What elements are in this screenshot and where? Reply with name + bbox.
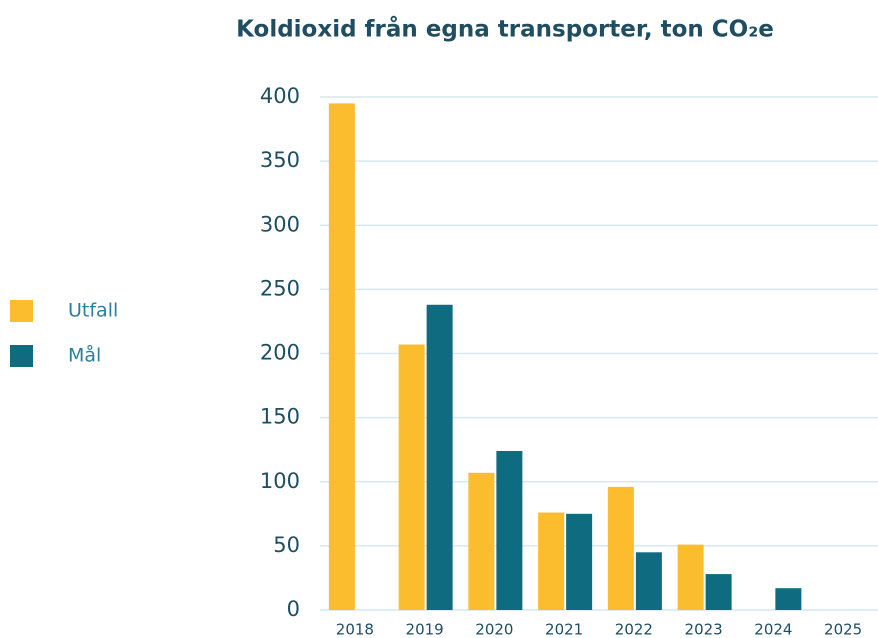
bar <box>468 472 495 610</box>
chart-title: Koldioxid från egna transporter, ton CO₂… <box>236 16 774 43</box>
legend-label: Utfall <box>68 300 118 322</box>
x-tick-label: 2022 <box>615 621 653 638</box>
x-tick-label: 2021 <box>545 621 583 638</box>
x-tick-label: 2025 <box>824 621 862 638</box>
y-tick-label: 150 <box>260 405 300 429</box>
x-tick-label: 2018 <box>336 621 374 638</box>
y-tick-label: 400 <box>260 84 300 108</box>
y-tick-label: 250 <box>260 276 300 300</box>
y-tick-label: 100 <box>260 469 300 493</box>
bar <box>607 486 634 610</box>
bar <box>398 344 425 610</box>
bar <box>566 513 593 610</box>
y-tick-label: 50 <box>273 533 300 557</box>
bar <box>426 304 453 610</box>
x-tick-label: 2019 <box>406 621 444 638</box>
bar <box>496 450 523 610</box>
y-tick-label: 350 <box>260 148 300 172</box>
x-tick-label: 2020 <box>475 621 513 638</box>
y-tick-label: 300 <box>260 212 300 236</box>
bar <box>635 552 662 610</box>
x-tick-label: 2023 <box>685 621 723 638</box>
bar <box>328 103 355 610</box>
y-tick-label: 0 <box>287 597 300 621</box>
legend-label: Mål <box>68 344 101 367</box>
bar <box>538 512 565 610</box>
y-tick-label: 200 <box>260 341 300 365</box>
x-tick-label: 2024 <box>754 621 792 638</box>
bar <box>775 588 802 610</box>
legend-swatch <box>10 300 33 322</box>
bar <box>705 574 732 610</box>
legend-swatch <box>10 345 33 367</box>
bar <box>677 544 704 610</box>
